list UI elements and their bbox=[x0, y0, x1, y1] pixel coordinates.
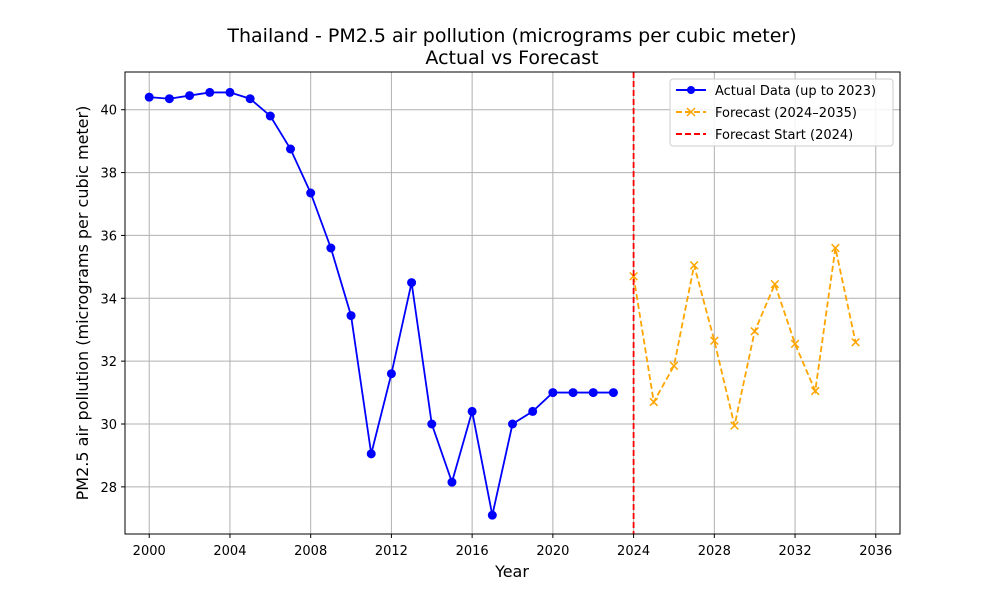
data-point bbox=[790, 339, 800, 349]
x-tick-label: 2032 bbox=[779, 544, 812, 559]
data-point bbox=[407, 278, 417, 288]
x-tick-label: 2012 bbox=[375, 544, 408, 559]
legend-label-forecast: Forecast (2024–2035) bbox=[715, 106, 857, 121]
data-point bbox=[669, 361, 679, 371]
data-point bbox=[326, 243, 336, 253]
data-point bbox=[568, 388, 578, 398]
axis-ticks: 2000 2004 2008 2012 2016 2020 2024 2028 2032 2036… bbox=[100, 104, 892, 559]
x-tick-label: 2000 bbox=[133, 544, 166, 559]
x-tick-label: 2020 bbox=[536, 544, 569, 559]
data-point bbox=[306, 188, 316, 198]
chart-subtitle: Actual vs Forecast bbox=[425, 47, 598, 69]
data-point bbox=[225, 87, 235, 97]
data-point bbox=[164, 94, 174, 104]
legend: Actual Data (up to 2023) Forecast (2024–… bbox=[669, 78, 894, 147]
data-point bbox=[487, 510, 497, 520]
plot-data bbox=[144, 72, 860, 534]
data-point bbox=[608, 388, 618, 398]
data-point bbox=[548, 388, 558, 398]
data-point bbox=[346, 311, 356, 321]
data-point bbox=[770, 279, 780, 289]
y-tick-label: 40 bbox=[100, 104, 117, 119]
x-tick-label: 2024 bbox=[617, 544, 650, 559]
data-point bbox=[810, 386, 820, 396]
data-point bbox=[185, 91, 195, 101]
data-point bbox=[649, 397, 659, 407]
data-point bbox=[366, 449, 376, 459]
x-tick-label: 2028 bbox=[698, 544, 731, 559]
legend-box bbox=[669, 78, 894, 147]
chart-title: Thailand - PM2.5 air pollution (microgra… bbox=[226, 25, 796, 47]
legend-label-actual: Actual Data (up to 2023) bbox=[715, 84, 876, 99]
data-point bbox=[709, 336, 719, 346]
legend-marker-actual bbox=[687, 86, 695, 94]
x-tick-label: 2008 bbox=[294, 544, 327, 559]
x-tick-label: 2036 bbox=[859, 544, 892, 559]
legend-item-actual: Actual Data (up to 2023) bbox=[676, 84, 876, 99]
data-point bbox=[205, 87, 215, 97]
x-axis-title: Year bbox=[494, 562, 529, 581]
y-tick-label: 38 bbox=[100, 167, 117, 182]
data-point bbox=[629, 271, 638, 281]
data-point bbox=[144, 92, 154, 102]
y-tick-label: 36 bbox=[100, 229, 117, 244]
data-point bbox=[265, 111, 275, 121]
data-point bbox=[831, 243, 840, 253]
plot-area-frame bbox=[124, 71, 901, 535]
data-point bbox=[427, 419, 437, 429]
y-axis-title: PM2.5 air pollution (micrograms per cubi… bbox=[73, 106, 92, 501]
data-point bbox=[245, 94, 255, 104]
data-point bbox=[588, 388, 598, 398]
y-tick-label: 28 bbox=[100, 481, 117, 496]
x-tick-label: 2004 bbox=[213, 544, 246, 559]
legend-item-forecast-start: Forecast Start (2024) bbox=[676, 128, 853, 143]
data-point bbox=[447, 477, 457, 487]
legend-label-forecast-start: Forecast Start (2024) bbox=[715, 128, 853, 143]
series-line-0 bbox=[149, 91, 614, 516]
data-point bbox=[386, 369, 396, 379]
series-line-1 bbox=[632, 247, 857, 426]
legend-marker-forecast bbox=[686, 107, 696, 117]
x-tick-label: 2016 bbox=[456, 544, 489, 559]
data-point bbox=[851, 337, 860, 347]
data-point bbox=[508, 419, 517, 429]
y-tick-label: 32 bbox=[100, 355, 117, 370]
data-point bbox=[467, 406, 477, 416]
y-tick-label: 34 bbox=[100, 292, 117, 307]
data-point bbox=[285, 144, 295, 154]
data-point bbox=[750, 326, 760, 336]
data-point bbox=[730, 421, 739, 430]
data-point bbox=[528, 406, 538, 416]
grid bbox=[125, 72, 900, 534]
y-tick-label: 30 bbox=[100, 418, 117, 433]
legend-item-forecast: Forecast (2024–2035) bbox=[676, 106, 857, 121]
data-point bbox=[689, 260, 699, 270]
